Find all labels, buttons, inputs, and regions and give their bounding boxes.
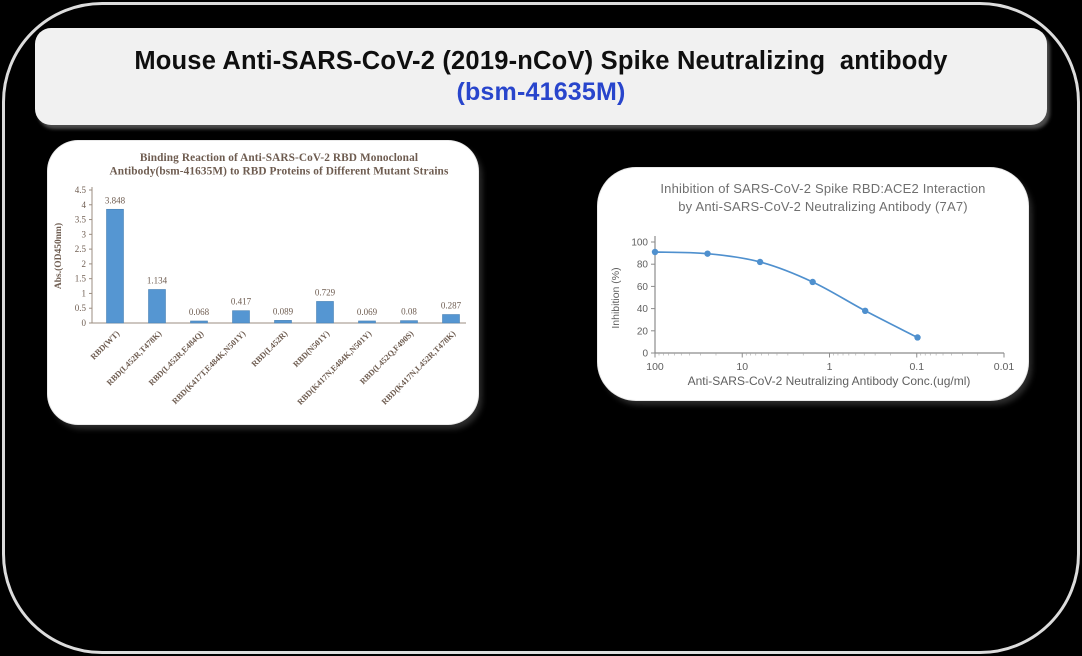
bar-value-label: 0.729 <box>315 287 336 297</box>
bar <box>232 310 250 324</box>
x-category-label: RBD(WT) <box>89 329 122 362</box>
y-tick-label: 1 <box>82 288 87 298</box>
y-tick-label: 60 <box>637 282 649 293</box>
bar <box>316 301 334 324</box>
x-category-label: RBD(L452R) <box>250 329 290 369</box>
bar <box>442 314 460 324</box>
bar-value-label: 0.08 <box>401 307 417 317</box>
bar <box>190 320 208 324</box>
product-title: Mouse Anti-SARS-CoV-2 (2019-nCoV) Spike … <box>134 46 948 75</box>
bar-value-label: 0.068 <box>189 307 210 317</box>
bar-value-label: 3.848 <box>105 195 126 205</box>
x-category-label: RBD(K417N,E484K,N501Y) <box>296 329 374 407</box>
y-tick-label: 20 <box>637 326 649 337</box>
header-banner: Mouse Anti-SARS-CoV-2 (2019-nCoV) Spike … <box>35 28 1047 125</box>
y-tick-label: 2 <box>82 259 87 269</box>
bar-value-label: 0.069 <box>357 307 378 317</box>
inhibition-chart-panel: Inhibition of SARS-CoV-2 Spike RBD:ACE2 … <box>598 168 1028 400</box>
y-axis-title: Inhibition (%) <box>610 267 622 328</box>
x-tick-label: 0.01 <box>994 361 1015 373</box>
data-point <box>861 307 869 315</box>
x-category-label: RBD(K417T,E484K,N501Y) <box>170 329 247 406</box>
bar <box>400 320 418 324</box>
binding-chart-panel: Binding Reaction of Anti-SARS-CoV-2 RBD … <box>48 141 478 424</box>
x-tick-label: 100 <box>646 361 664 373</box>
x-tick-label: 0.1 <box>909 361 924 373</box>
data-point <box>756 258 764 266</box>
y-axis-title: Abs.(OD450nm) <box>53 223 64 289</box>
y-tick-label: 3.5 <box>75 215 87 225</box>
catalog-number: (bsm-41635M) <box>456 77 626 106</box>
data-point <box>651 248 659 256</box>
bar-value-label: 0.287 <box>441 301 462 311</box>
chart-title-line: by Anti-SARS-CoV-2 Neutralizing Antibody… <box>678 199 968 214</box>
y-tick-label: 2.5 <box>75 244 87 254</box>
data-point <box>914 334 921 341</box>
bar <box>106 208 124 324</box>
y-tick-label: 0 <box>82 318 87 328</box>
y-tick-label: 40 <box>637 304 649 315</box>
inhibition-line-chart: Inhibition of SARS-CoV-2 Spike RBD:ACE2 … <box>610 181 1015 388</box>
y-tick-label: 80 <box>637 260 649 271</box>
x-category-label: RBD(K417N,L452R,T478K) <box>380 329 458 407</box>
chart-title-line: Inhibition of SARS-CoV-2 Spike RBD:ACE2 … <box>660 181 985 196</box>
bar <box>148 289 166 324</box>
y-tick-label: 4.5 <box>75 185 87 195</box>
x-category-label: RBD(N501Y) <box>291 329 331 369</box>
y-tick-label: 0.5 <box>75 303 87 313</box>
bar <box>274 320 292 324</box>
y-tick-label: 3 <box>82 229 87 239</box>
x-tick-label: 1 <box>827 361 833 373</box>
x-axis-title: Anti-SARS-CoV-2 Neutralizing Antibody Co… <box>688 374 971 388</box>
chart-title-line: Binding Reaction of Anti-SARS-CoV-2 RBD … <box>140 152 418 164</box>
y-tick-label: 4 <box>82 200 87 210</box>
dose-response-curve <box>654 251 918 339</box>
x-tick-label: 10 <box>736 361 748 373</box>
data-point <box>704 250 711 257</box>
data-point <box>809 278 816 286</box>
binding-bar-chart: Binding Reaction of Anti-SARS-CoV-2 RBD … <box>53 152 466 407</box>
bar-value-label: 0.089 <box>273 306 294 316</box>
chart-title-line: Antibody(bsm-41635M) to RBD Proteins of … <box>110 166 449 178</box>
y-tick-label: 0 <box>642 349 648 360</box>
y-tick-label: 100 <box>631 238 648 249</box>
bar-value-label: 0.417 <box>231 297 252 307</box>
bar <box>358 320 376 324</box>
bar-value-label: 1.134 <box>147 275 168 285</box>
y-tick-label: 1.5 <box>75 274 87 284</box>
